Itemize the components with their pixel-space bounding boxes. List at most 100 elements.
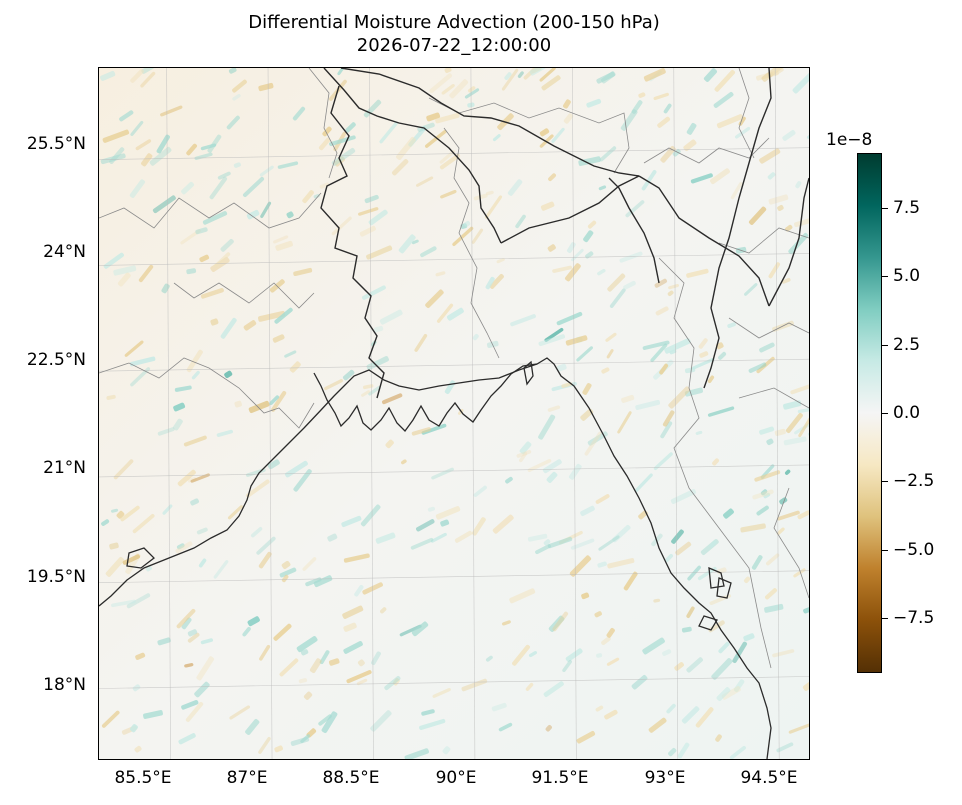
colorbar-exponent: 1e−8 <box>826 130 873 150</box>
field-cell <box>289 361 301 373</box>
field-cell <box>360 504 381 527</box>
field-cell <box>606 349 614 359</box>
field-cell <box>802 678 809 691</box>
field-cell <box>556 311 583 326</box>
field-cell <box>175 541 193 554</box>
field-cell <box>140 71 156 88</box>
field-cell <box>580 505 595 517</box>
field-cell <box>444 68 452 73</box>
field-cell <box>594 611 602 618</box>
field-cell <box>484 195 502 219</box>
field-cell <box>313 575 333 588</box>
field-cell <box>563 99 571 109</box>
colorbar-tick-label: −5.0 <box>893 539 935 560</box>
field-cell <box>194 681 210 698</box>
field-cell <box>788 723 809 734</box>
field-cell <box>492 134 501 142</box>
meridian-line <box>267 68 273 759</box>
field-cell <box>380 607 387 614</box>
field-cell <box>538 414 556 440</box>
lon-tick-94-5: 94.5°E <box>740 768 798 788</box>
field-cell <box>545 725 552 732</box>
map-panel[interactable] <box>98 67 810 760</box>
field-cell <box>515 214 526 229</box>
field-cell <box>695 430 703 435</box>
field-cell <box>714 70 735 92</box>
field-cell <box>744 283 758 296</box>
field-cell <box>766 438 774 446</box>
title-line-1: Differential Moisture Advection (200-150… <box>248 12 660 33</box>
field-cell <box>371 651 381 666</box>
field-cell <box>766 553 780 566</box>
field-cell <box>570 538 595 550</box>
field-cell <box>362 384 374 390</box>
field-cell <box>797 407 809 414</box>
colorbar-tick-label: 0.0 <box>893 403 921 423</box>
field-cell <box>286 211 294 219</box>
field-cell <box>485 655 493 662</box>
field-cell <box>281 560 291 570</box>
field-cell <box>653 598 661 603</box>
field-cell <box>707 375 715 384</box>
field-cell <box>578 156 601 166</box>
field-cell <box>309 658 322 674</box>
field-cell <box>716 114 744 129</box>
colorbar-tick-label: 7.5 <box>893 197 921 218</box>
field-cell <box>160 105 183 117</box>
field-cell <box>683 139 697 152</box>
field-cell <box>439 153 461 170</box>
field-cell <box>606 657 620 666</box>
field-cell <box>743 633 755 642</box>
field-cell <box>551 127 565 143</box>
field-cell <box>454 530 473 543</box>
field-cell <box>585 251 594 259</box>
field-cell <box>337 68 347 76</box>
field-cell <box>667 290 674 296</box>
field-cell <box>385 439 394 449</box>
field-cell <box>561 382 573 388</box>
field-cell <box>473 485 487 497</box>
field-cell <box>416 176 434 187</box>
field-cell <box>173 418 183 431</box>
field-cell <box>298 678 308 684</box>
field-cell <box>141 68 167 74</box>
lon-tick-90: 90°E <box>435 768 477 788</box>
field-cell <box>345 122 356 133</box>
field-cell <box>668 386 691 409</box>
field-cell <box>625 200 645 218</box>
field-cell <box>752 489 774 500</box>
field-cell <box>196 527 208 535</box>
field-cell <box>748 362 767 373</box>
field-cell <box>113 265 137 276</box>
colorbar-tick-mark <box>882 549 888 551</box>
field-cell <box>327 533 338 542</box>
field-cell <box>199 254 210 263</box>
field-cell <box>562 660 572 673</box>
field-cell <box>259 644 271 661</box>
field-cell <box>653 92 669 101</box>
field-cell <box>305 577 322 587</box>
field-cell <box>135 139 152 151</box>
field-cell <box>408 126 427 147</box>
field-cell <box>668 747 677 757</box>
field-cell <box>117 272 131 287</box>
field-cell <box>441 84 455 95</box>
field-cell <box>300 734 311 743</box>
field-cell <box>410 537 434 550</box>
field-cell <box>110 508 119 513</box>
field-cell <box>756 356 775 374</box>
colorbar <box>857 153 882 673</box>
field-cell <box>430 532 447 543</box>
field-cell <box>464 88 480 99</box>
field-cell <box>686 657 703 673</box>
field-cell <box>690 173 713 184</box>
field-cell <box>650 343 668 362</box>
field-cell <box>232 79 247 93</box>
field-cell <box>100 70 116 81</box>
field-cell <box>609 288 626 308</box>
field-cell <box>507 179 523 196</box>
state-boundaries <box>99 68 809 669</box>
field-cell <box>414 333 428 352</box>
field-cell <box>565 335 588 346</box>
field-cell <box>318 137 331 151</box>
